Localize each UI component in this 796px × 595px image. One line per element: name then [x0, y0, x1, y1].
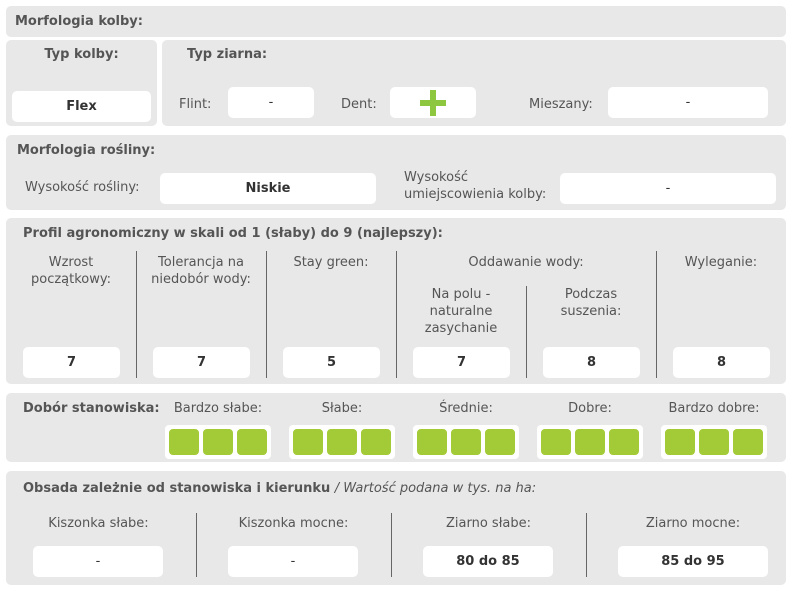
rating-square: [485, 429, 515, 455]
rating-square: [699, 429, 729, 455]
profil-label: Wyleganie:: [684, 255, 758, 270]
plus-icon: [420, 89, 446, 116]
morfologia-kolby-header: Morfologia kolby:: [6, 6, 786, 37]
mieszany-value: -: [608, 87, 768, 118]
wysokosc-value: Niskie: [160, 173, 376, 204]
section-title: Morfologia kolby:: [15, 14, 143, 29]
profil-value: 7: [23, 347, 120, 378]
divider: [396, 251, 397, 378]
rating-square: [541, 429, 571, 455]
obsada-panel: Obsada zależnie od stanowiska i kierunku…: [6, 471, 786, 585]
dobor-label: Średnie:: [439, 401, 493, 416]
rating-square: [293, 429, 323, 455]
obsada-subtitle: / Wartość podana w tys. na ha:: [334, 481, 537, 496]
divider: [586, 513, 587, 577]
flint-value: -: [228, 87, 314, 118]
obsada-label: Ziarno słabe:: [446, 516, 531, 531]
typ-kolby-label: Typ kolby:: [44, 47, 119, 62]
divider: [136, 251, 137, 378]
profil-label: Stay green:: [293, 255, 369, 270]
profil-label: Podczas suszenia:: [560, 287, 622, 319]
profil-label: Na polu - naturalne zasychanie: [424, 287, 498, 336]
profil-value: 7: [153, 347, 250, 378]
profil-value: 5: [283, 347, 380, 378]
typ-kolby-panel: Typ kolby: Flex: [6, 40, 157, 126]
profil-label: Wzrost początkowy:: [30, 255, 112, 287]
divider: [266, 251, 267, 378]
rating-group: [165, 425, 271, 459]
obsada-value: 80 do 85: [423, 546, 553, 577]
dent-label: Dent:: [341, 97, 377, 112]
divider: [656, 251, 657, 378]
obsada-value: -: [33, 546, 163, 577]
obsada-label: Kiszonka mocne:: [238, 516, 349, 531]
rating-square: [451, 429, 481, 455]
section-title: Morfologia rośliny:: [17, 143, 156, 158]
dobor-label: Bardzo dobre:: [668, 401, 760, 416]
rating-group: [413, 425, 519, 459]
obsada-value: 85 do 95: [618, 546, 768, 577]
rating-group: [289, 425, 395, 459]
section-title: Obsada zależnie od stanowiska i kierunku…: [23, 481, 536, 496]
obsada-value: -: [228, 546, 358, 577]
rating-square: [169, 429, 199, 455]
rating-square: [575, 429, 605, 455]
profil-value: 8: [673, 347, 770, 378]
rating-square: [237, 429, 267, 455]
dobor-label: Dobre:: [568, 401, 612, 416]
section-title: Profil agronomiczny w skali od 1 (słaby)…: [23, 226, 443, 241]
dobor-label: Słabe:: [321, 401, 363, 416]
typ-ziarna-panel: Typ ziarna: Flint: - Dent: Mieszany: -: [162, 40, 786, 126]
flint-label: Flint:: [179, 97, 212, 112]
rating-square: [665, 429, 695, 455]
divider: [391, 513, 392, 577]
obsada-label: Kiszonka słabe:: [48, 516, 149, 531]
dent-value: [390, 87, 476, 118]
wysokosc-label: Wysokość rośliny:: [25, 180, 140, 195]
obsada-title: Obsada zależnie od stanowiska i kierunku: [23, 481, 331, 496]
profil-value: 7: [413, 347, 510, 378]
profil-value: 8: [543, 347, 640, 378]
section-title: Dobór stanowiska:: [23, 401, 160, 416]
morfologia-rosliny-panel: Morfologia rośliny: Wysokość rośliny: Ni…: [6, 135, 786, 210]
wysokosc-kolby-value: -: [560, 173, 776, 204]
dobor-panel: Dobór stanowiska: Bardzo słabe: Słabe: Ś…: [6, 393, 786, 462]
typ-kolby-value: Flex: [12, 91, 151, 122]
obsada-label: Ziarno mocne:: [645, 516, 741, 531]
rating-group: [537, 425, 643, 459]
mieszany-label: Mieszany:: [529, 97, 593, 112]
rating-square: [733, 429, 763, 455]
rating-square: [417, 429, 447, 455]
rating-group: [661, 425, 767, 459]
dobor-label: Bardzo słabe:: [173, 401, 263, 416]
profil-panel: Profil agronomiczny w skali od 1 (słaby)…: [6, 218, 786, 384]
rating-square: [327, 429, 357, 455]
wysokosc-kolby-label: Wysokość umiejscowienia kolby:: [404, 170, 547, 202]
rating-square: [203, 429, 233, 455]
profil-label: Tolerancja na niedobór wody:: [151, 255, 251, 287]
divider: [196, 513, 197, 577]
divider: [526, 286, 527, 378]
typ-ziarna-label: Typ ziarna:: [187, 47, 268, 62]
oddawanie-label: Oddawanie wody:: [468, 255, 584, 270]
rating-square: [609, 429, 639, 455]
rating-square: [361, 429, 391, 455]
